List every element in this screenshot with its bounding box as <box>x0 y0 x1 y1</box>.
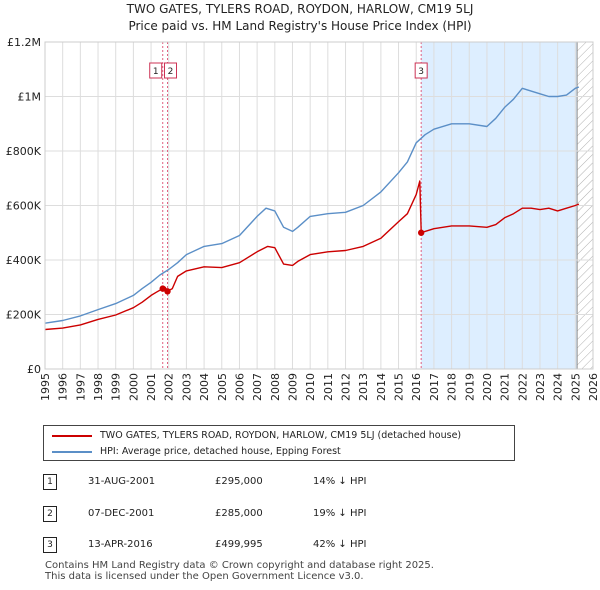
y-tick-label: £800K <box>6 145 42 158</box>
x-tick-label: 2019 <box>463 373 476 401</box>
y-tick-label: £1M <box>18 91 42 104</box>
chart-title-line2: Price paid vs. HM Land Registry's House … <box>128 19 472 33</box>
transaction-price: £285,000 <box>215 508 263 519</box>
y-tick-label: £600K <box>6 200 42 213</box>
x-tick-label: 2012 <box>340 373 353 401</box>
x-tick-label: 2017 <box>428 373 441 401</box>
x-tick-label: 2016 <box>410 373 423 401</box>
x-tick-label: 2020 <box>481 373 494 401</box>
transaction-date: 13-APR-2016 <box>88 539 153 550</box>
transaction-row: 2 07-DEC-2001 £285,000 19% ↓ HPI <box>0 504 600 524</box>
y-tick-label: £1.2M <box>7 36 41 49</box>
x-tick-label: 2003 <box>180 373 193 401</box>
x-tick-label: 2008 <box>269 373 282 401</box>
x-tick-label: 1997 <box>74 373 87 401</box>
x-tick-label: 2011 <box>322 373 335 401</box>
transaction-date: 31-AUG-2001 <box>88 476 156 487</box>
event-label-box: 1 <box>149 62 163 79</box>
x-tick-label: 2026 <box>587 373 600 401</box>
x-tick-label: 2004 <box>198 373 211 401</box>
x-tick-label: 2007 <box>251 373 264 401</box>
transaction-hpi: 42% ↓ HPI <box>313 539 367 550</box>
transaction-badge: 3 <box>43 537 57 553</box>
legend-hpi-swatch <box>52 450 92 453</box>
x-tick-label: 2014 <box>375 373 388 401</box>
price-chart: 1 2 3 £0 £200K £400K £600K £800K £1M £1.2M 1995 199… <box>6 36 600 401</box>
event-label-frame <box>164 62 178 79</box>
transaction-date: 07-DEC-2001 <box>88 508 155 519</box>
event-label-text: 3 <box>418 67 424 77</box>
x-tick-label: 2015 <box>393 373 406 401</box>
chart-title-line1: TWO GATES, TYLERS ROAD, ROYDON, HARLOW, … <box>126 2 474 16</box>
x-tick-label: 1995 <box>39 373 52 401</box>
footer-copyright: Contains HM Land Registry data © Crown c… <box>45 560 434 571</box>
sale-marker <box>164 288 171 295</box>
transaction-price: £295,000 <box>215 476 263 487</box>
x-tick-label: 2013 <box>357 373 370 401</box>
legend-property: TWO GATES, TYLERS ROAD, ROYDON, HARLOW, … <box>52 428 461 444</box>
event-label-box: 3 <box>414 62 428 79</box>
y-tick-label: £0 <box>27 363 41 376</box>
x-tick-label: 2000 <box>127 373 140 401</box>
y-tick-label: £400K <box>6 254 42 267</box>
sale-marker <box>417 229 425 236</box>
property-price-line <box>44 180 580 331</box>
event-label-frame <box>414 62 428 79</box>
event-label-box: 2 <box>164 62 178 79</box>
transaction-row: 3 13-APR-2016 £499,995 42% ↓ HPI <box>0 535 600 555</box>
x-tick-label: 2025 <box>569 373 582 401</box>
transaction-price: £499,995 <box>215 539 263 550</box>
legend-hpi: HPI: Average price, detached house, Eppi… <box>52 444 341 460</box>
x-tick-label: 2006 <box>233 373 246 401</box>
x-tick-label: 2010 <box>304 373 317 401</box>
x-tick-label: 1999 <box>110 373 123 401</box>
sale-marker <box>159 285 166 292</box>
event-label-text: 2 <box>168 67 174 77</box>
legend-property-label: TWO GATES, TYLERS ROAD, ROYDON, HARLOW, … <box>100 430 462 441</box>
x-tick-label: 2005 <box>216 373 229 401</box>
x-tick-label: 2021 <box>499 373 512 401</box>
x-tick-label: 2009 <box>286 373 299 401</box>
transaction-row: 1 31-AUG-2001 £295,000 14% ↓ HPI <box>0 472 600 492</box>
hpi-line <box>44 86 580 324</box>
x-tick-label: 1996 <box>57 373 70 401</box>
y-tick-label: £200K <box>6 309 42 322</box>
transaction-badge: 1 <box>43 474 57 490</box>
x-tick-label: 2023 <box>534 373 547 401</box>
transaction-hpi: 19% ↓ HPI <box>313 508 367 519</box>
chart-legend: TWO GATES, TYLERS ROAD, ROYDON, HARLOW, … <box>43 425 515 461</box>
legend-property-swatch <box>52 434 92 437</box>
x-tick-label: 2002 <box>163 373 176 401</box>
x-tick-label: 1998 <box>92 373 105 401</box>
legend-hpi-label: HPI: Average price, detached house, Eppi… <box>100 446 341 457</box>
event-label-frame <box>149 62 163 79</box>
x-tick-label: 2024 <box>552 373 565 401</box>
footer-licence: This data is licensed under the Open Gov… <box>45 571 364 582</box>
transaction-hpi: 14% ↓ HPI <box>313 476 367 487</box>
x-tick-label: 2018 <box>446 373 459 401</box>
plot-frame <box>44 41 594 370</box>
transaction-badge: 2 <box>43 506 57 522</box>
x-tick-label: 2022 <box>516 373 529 401</box>
event-label-text: 1 <box>153 67 159 77</box>
x-tick-label: 2001 <box>145 373 158 401</box>
